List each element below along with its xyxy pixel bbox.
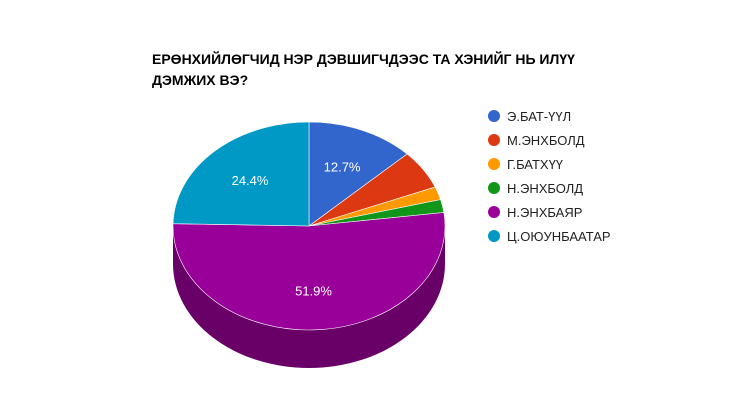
legend-label-6: Ц.ОЮУНБААТАР bbox=[507, 229, 611, 244]
pie-slice-5 bbox=[172, 212, 446, 331]
legend-marker-6 bbox=[488, 230, 500, 242]
pie-side-layer bbox=[173, 226, 445, 368]
pie-top-layer bbox=[172, 121, 446, 331]
pie-slice-6 bbox=[172, 121, 310, 227]
slice-label-6: 24.4% bbox=[232, 173, 269, 188]
chart-legend: Э.БАТ-ҮҮЛ М.ЭНХБОЛД Г.БАТХҮҮ Н.ЭНХБОЛД Н.ЭНХ… bbox=[488, 109, 611, 244]
legend-label-4: Н.ЭНХБОЛД bbox=[507, 181, 583, 196]
legend-label-3: Г.БАТХҮҮ bbox=[507, 157, 564, 172]
legend-marker-2 bbox=[488, 134, 500, 146]
legend-marker-4 bbox=[488, 182, 500, 194]
slice-label-1: 12.7% bbox=[324, 160, 361, 175]
chart-title-line-2: ДЭМЖИХ ВЭ? bbox=[152, 72, 248, 88]
pie-slice-1 bbox=[308, 121, 408, 227]
legend-marker-3 bbox=[488, 158, 500, 170]
legend-label-2: М.ЭНХБОЛД bbox=[507, 133, 585, 148]
slice-label-5: 51.9% bbox=[295, 283, 332, 298]
chart-title-line-1: ЕРӨНХИЙЛӨГЧИД НЭР ДЭВШИГЧДЭЭС ТА ХЭНИЙГ … bbox=[152, 50, 575, 67]
legend-label-5: Н.ЭНХБАЯР bbox=[507, 205, 582, 220]
slice-label-layer: 12.7% 51.9% 24.4% bbox=[232, 160, 361, 299]
legend-label-1: Э.БАТ-ҮҮЛ bbox=[507, 109, 571, 124]
legend-marker-1 bbox=[488, 110, 500, 122]
pie-side-5 bbox=[173, 226, 445, 368]
chart-title: ЕРӨНХИЙЛӨГЧИД НЭР ДЭВШИГЧДЭЭС ТА ХЭНИЙГ … bbox=[152, 50, 575, 88]
legend-marker-5 bbox=[488, 206, 500, 218]
